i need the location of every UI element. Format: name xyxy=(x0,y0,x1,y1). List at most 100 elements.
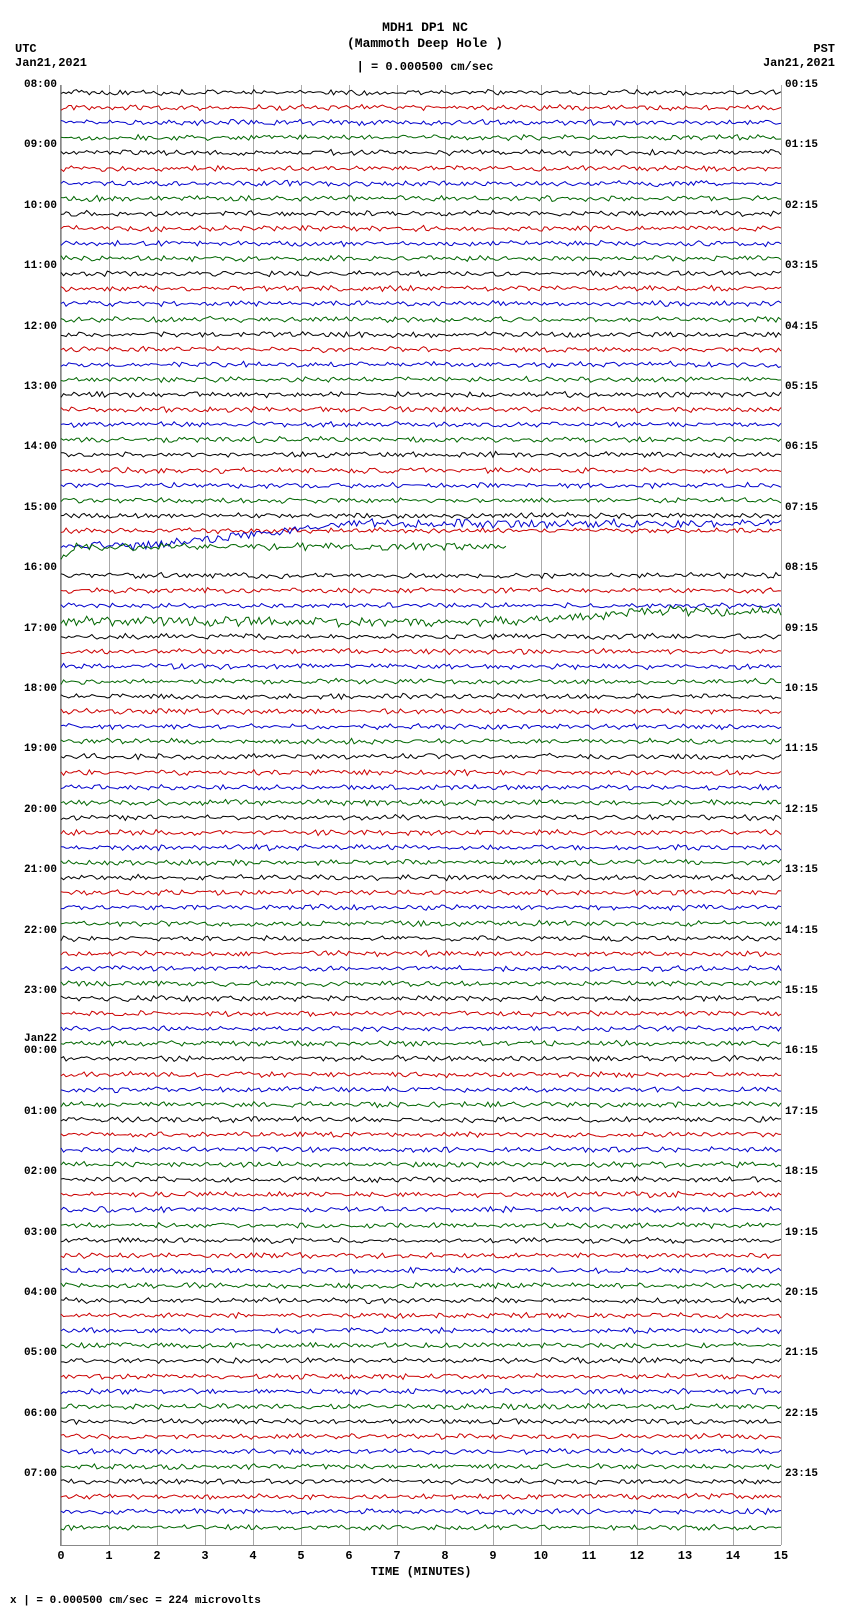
seismic-trace xyxy=(61,296,781,311)
station-code: MDH1 DP1 NC xyxy=(0,20,850,36)
seismic-trace xyxy=(61,583,781,598)
seismic-trace xyxy=(61,1384,781,1399)
seismic-trace xyxy=(61,1308,781,1323)
utc-hour-label: 01:00 xyxy=(13,1106,57,1118)
seismogram-page: MDH1 DP1 NC (Mammoth Deep Hole ) | = 0.0… xyxy=(0,0,850,1613)
utc-hour-label: 06:00 xyxy=(13,1408,57,1420)
seismic-trace xyxy=(61,176,781,191)
x-tick-label: 8 xyxy=(441,1549,448,1563)
utc-hour-label: 02:00 xyxy=(13,1166,57,1178)
seismic-trace xyxy=(61,85,781,100)
seismic-trace xyxy=(61,342,781,357)
seismic-trace xyxy=(61,900,781,915)
seismic-trace xyxy=(61,402,781,417)
x-tick-label: 6 xyxy=(345,1549,352,1563)
seismic-trace xyxy=(61,1504,781,1519)
seismic-trace xyxy=(61,644,781,659)
seismic-trace xyxy=(61,659,781,674)
utc-hour-label: 13:00 xyxy=(13,381,57,393)
tz-left-name: UTC xyxy=(15,42,87,56)
seismic-trace xyxy=(61,598,781,613)
seismic-trace xyxy=(61,130,781,145)
pst-hour-label: 16:15 xyxy=(785,1045,829,1057)
seismic-trace xyxy=(61,417,781,432)
seismic-trace xyxy=(61,327,781,342)
seismic-trace xyxy=(61,1474,781,1489)
seismic-trace xyxy=(61,916,781,931)
timezone-left: UTC Jan21,2021 xyxy=(15,42,87,70)
seismic-trace xyxy=(61,251,781,266)
seismic-trace xyxy=(61,674,781,689)
utc-hour-label: 21:00 xyxy=(13,864,57,876)
x-tick-label: 10 xyxy=(534,1549,548,1563)
seismic-trace xyxy=(61,1082,781,1097)
seismic-trace xyxy=(61,734,781,749)
utc-hour-label: 22:00 xyxy=(13,925,57,937)
utc-hour-label: 12:00 xyxy=(13,321,57,333)
pst-hour-label: 18:15 xyxy=(785,1166,829,1178)
pst-hour-label: 06:15 xyxy=(785,441,829,453)
seismic-trace xyxy=(61,1520,781,1535)
x-tick-label: 13 xyxy=(678,1549,692,1563)
seismic-trace xyxy=(61,976,781,991)
seismic-trace xyxy=(61,568,781,583)
utc-hour-label: 15:00 xyxy=(13,502,57,514)
seismic-trace xyxy=(61,810,781,825)
seismic-trace xyxy=(61,553,781,568)
pst-hour-label: 02:15 xyxy=(785,200,829,212)
seismic-trace xyxy=(61,266,781,281)
scale-footer: x | = 0.000500 cm/sec = 224 microvolts xyxy=(10,1595,261,1607)
seismic-trace xyxy=(61,629,781,644)
seismic-trace xyxy=(61,1489,781,1504)
pst-hour-label: 19:15 xyxy=(785,1227,829,1239)
seismic-trace xyxy=(61,206,781,221)
pst-hour-label: 13:15 xyxy=(785,864,829,876)
x-tick-label: 7 xyxy=(393,1549,400,1563)
grid-line xyxy=(781,85,782,1545)
utc-hour-label: 03:00 xyxy=(13,1227,57,1239)
utc-hour-label: 08:00 xyxy=(13,79,57,91)
utc-hour-label: 23:00 xyxy=(13,985,57,997)
seismic-trace xyxy=(61,508,781,523)
seismic-trace xyxy=(61,1112,781,1127)
seismic-trace xyxy=(61,870,781,885)
pst-hour-label: 00:15 xyxy=(785,79,829,91)
station-name: (Mammoth Deep Hole ) xyxy=(0,36,850,52)
pst-hour-label: 23:15 xyxy=(785,1468,829,1480)
seismic-trace xyxy=(61,1157,781,1172)
utc-hour-label: 07:00 xyxy=(13,1468,57,1480)
seismic-trace xyxy=(61,946,781,961)
seismic-trace xyxy=(61,1429,781,1444)
seismic-trace xyxy=(61,1263,781,1278)
seismic-trace xyxy=(61,1036,781,1051)
day-boundary-label: Jan22 xyxy=(7,1033,57,1045)
seismic-trace xyxy=(61,1369,781,1384)
pst-hour-label: 10:15 xyxy=(785,683,829,695)
pst-hour-label: 07:15 xyxy=(785,502,829,514)
seismic-trace xyxy=(61,1172,781,1187)
seismic-trace xyxy=(61,1248,781,1263)
seismic-trace xyxy=(61,357,781,372)
seismic-trace xyxy=(61,1278,781,1293)
seismic-trace xyxy=(61,1051,781,1066)
seismic-trace xyxy=(61,689,781,704)
seismic-trace xyxy=(61,221,781,236)
seismic-trace xyxy=(61,372,781,387)
seismic-trace xyxy=(61,523,781,538)
utc-hour-label: 04:00 xyxy=(13,1287,57,1299)
seismic-trace xyxy=(61,765,781,780)
pst-hour-label: 04:15 xyxy=(785,321,829,333)
seismic-trace xyxy=(61,1233,781,1248)
seismic-trace xyxy=(61,1187,781,1202)
pst-hour-label: 01:15 xyxy=(785,139,829,151)
x-tick-label: 5 xyxy=(297,1549,304,1563)
seismic-trace xyxy=(61,855,781,870)
seismic-trace xyxy=(61,478,781,493)
utc-hour-label: 00:00 xyxy=(13,1045,57,1057)
utc-hour-label: 17:00 xyxy=(13,623,57,635)
x-tick-label: 3 xyxy=(201,1549,208,1563)
seismic-trace xyxy=(61,704,781,719)
seismic-trace xyxy=(61,931,781,946)
seismic-trace xyxy=(61,1459,781,1474)
x-axis-title: TIME (MINUTES) xyxy=(61,1565,781,1579)
